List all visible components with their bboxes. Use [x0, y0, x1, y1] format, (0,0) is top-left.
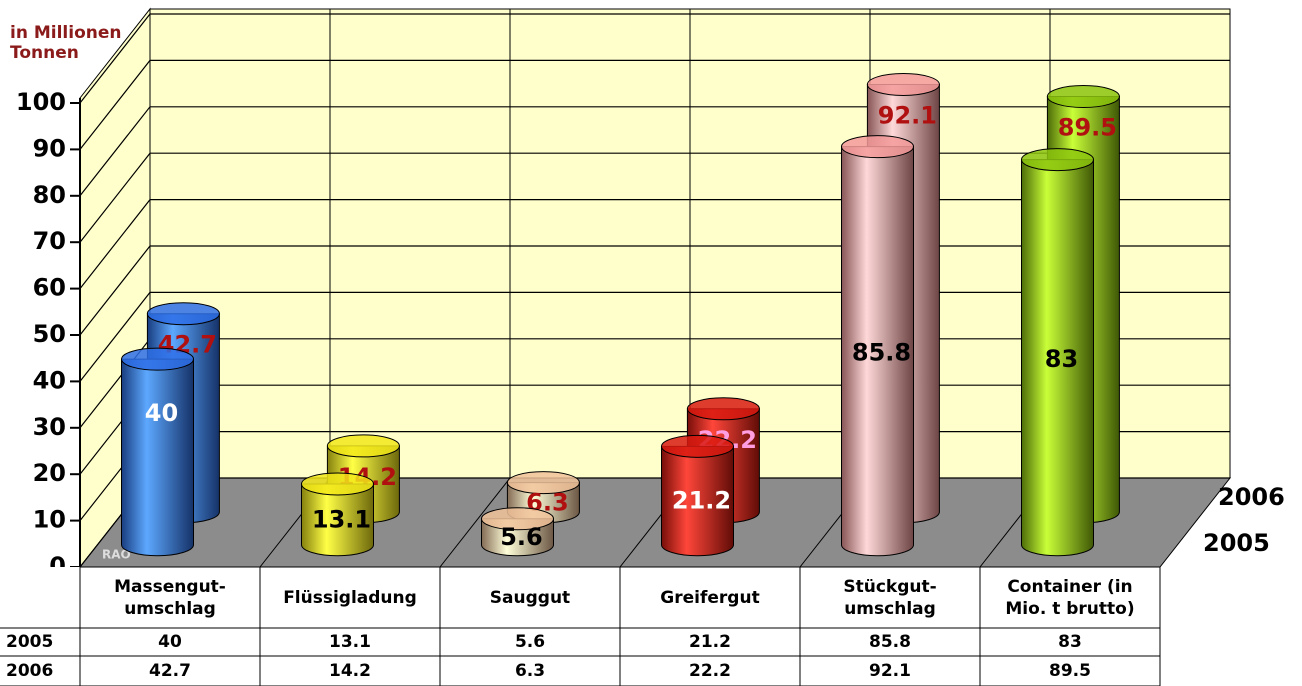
label: Sauggut	[490, 588, 570, 608]
table-cell: 83	[1058, 632, 1082, 652]
value-label: 13.1	[312, 505, 371, 533]
label: Flüssigladung	[283, 588, 417, 608]
label: Stückgut-umschlag	[843, 577, 936, 619]
series-label: 2006	[1218, 483, 1285, 511]
watermark: RAO	[102, 548, 131, 562]
value-label: 21.2	[672, 486, 731, 514]
y-tick-label: 70	[33, 227, 66, 255]
value-label: 83	[1045, 345, 1078, 373]
cylinder	[301, 483, 374, 557]
cylinder	[841, 146, 914, 557]
series-label: 2005	[1203, 529, 1270, 557]
cylinder-top	[866, 72, 940, 96]
y-tick-label: 20	[33, 459, 66, 487]
table-cell: 92.1	[869, 661, 911, 681]
y-tick-label: 100	[16, 88, 66, 116]
cylinder-top	[121, 347, 194, 371]
label: in Millionen Tonnen	[10, 23, 122, 63]
table-cell: 85.8	[869, 632, 911, 652]
table	[0, 567, 1160, 686]
table-cell: 5.6	[515, 632, 545, 652]
cylinder-top	[841, 135, 914, 159]
value-label: 89.5	[1058, 114, 1117, 142]
row-label: 2006	[6, 661, 53, 681]
table-cell: 13.1	[329, 632, 371, 652]
y-tick-label: 90	[33, 134, 66, 162]
cylinder-top	[1021, 148, 1094, 172]
cylinder-top	[686, 397, 760, 421]
label: Container (in Mio. t brutto)	[1005, 577, 1134, 619]
cylinder-top	[481, 507, 554, 531]
table-cell: 40	[158, 632, 182, 652]
floor-divider	[439, 477, 511, 568]
cylinder-top	[146, 302, 220, 326]
cylinder-top	[1046, 85, 1120, 109]
cylinder	[121, 358, 194, 557]
table-cell: 6.3	[515, 661, 545, 681]
y-tick-label: 50	[33, 320, 66, 348]
table-cell: 42.7	[149, 661, 191, 681]
table-cell: 22.2	[689, 661, 731, 681]
cylinder-top	[506, 471, 580, 495]
table-cell: 21.2	[689, 632, 731, 652]
cylinder-top	[326, 434, 400, 458]
cylinder	[661, 445, 734, 557]
y-tick-label: 80	[33, 181, 66, 209]
row-label: 2005	[6, 632, 53, 652]
value-label: 5.6	[500, 523, 543, 551]
value-label: 92.1	[878, 101, 937, 129]
label: Greifergut	[660, 588, 759, 608]
value-label: 40	[145, 399, 178, 427]
cylinder-top	[661, 434, 734, 458]
cylinder	[1021, 159, 1094, 557]
value-label: 85.8	[852, 339, 911, 367]
y-tick-label: 30	[33, 413, 66, 441]
y-tick-label: 10	[33, 506, 66, 534]
y-tick-label: 60	[33, 274, 66, 302]
cylinder-top	[301, 472, 374, 496]
label: Massengut-umschlag	[114, 577, 226, 619]
y-tick-label: 40	[33, 366, 66, 394]
table-cell: 89.5	[1049, 661, 1091, 681]
table-cell: 14.2	[329, 661, 371, 681]
